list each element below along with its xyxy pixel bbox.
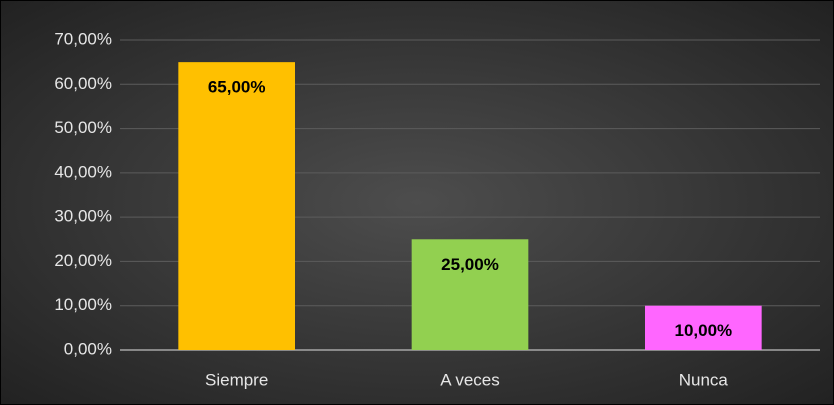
y-tick-label: 40,00% (54, 162, 112, 181)
y-tick-label: 20,00% (54, 251, 112, 270)
x-tick-label: A veces (440, 370, 500, 389)
data-label: 25,00% (441, 255, 499, 274)
y-tick-label: 30,00% (54, 207, 112, 226)
bar (411, 239, 529, 350)
x-tick-label: Siempre (205, 370, 268, 389)
y-tick-label: 60,00% (54, 74, 112, 93)
data-label: 65,00% (208, 78, 266, 97)
x-tick-label: Nunca (679, 370, 729, 389)
y-tick-label: 0,00% (64, 339, 112, 358)
data-label: 10,00% (674, 321, 732, 340)
y-tick-label: 70,00% (54, 29, 112, 48)
bar (178, 62, 295, 351)
y-tick-label: 50,00% (54, 118, 112, 137)
bar (645, 305, 762, 350)
y-tick-label: 10,00% (54, 295, 112, 314)
